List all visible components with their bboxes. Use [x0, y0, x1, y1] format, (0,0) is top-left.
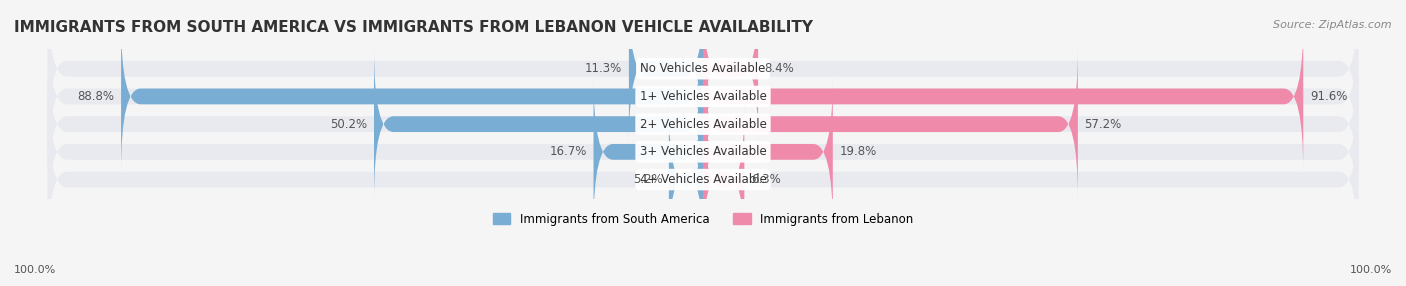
Text: No Vehicles Available: No Vehicles Available [640, 62, 766, 75]
FancyBboxPatch shape [703, 77, 832, 227]
FancyBboxPatch shape [703, 49, 1358, 199]
Text: 16.7%: 16.7% [550, 145, 588, 158]
Text: 50.2%: 50.2% [330, 118, 367, 131]
FancyBboxPatch shape [703, 0, 1358, 144]
Text: 3+ Vehicles Available: 3+ Vehicles Available [640, 145, 766, 158]
FancyBboxPatch shape [48, 21, 703, 172]
FancyBboxPatch shape [703, 21, 1303, 172]
Text: Source: ZipAtlas.com: Source: ZipAtlas.com [1274, 20, 1392, 30]
FancyBboxPatch shape [593, 77, 703, 227]
FancyBboxPatch shape [669, 104, 703, 255]
Text: 100.0%: 100.0% [14, 265, 56, 275]
FancyBboxPatch shape [703, 0, 758, 144]
FancyBboxPatch shape [48, 104, 703, 255]
FancyBboxPatch shape [48, 77, 703, 227]
FancyBboxPatch shape [121, 21, 703, 172]
FancyBboxPatch shape [703, 104, 744, 255]
Text: 8.4%: 8.4% [765, 62, 794, 75]
Text: 11.3%: 11.3% [585, 62, 623, 75]
Text: 2+ Vehicles Available: 2+ Vehicles Available [640, 118, 766, 131]
Text: 1+ Vehicles Available: 1+ Vehicles Available [640, 90, 766, 103]
Text: 88.8%: 88.8% [77, 90, 115, 103]
FancyBboxPatch shape [703, 77, 1358, 227]
Text: 91.6%: 91.6% [1310, 90, 1347, 103]
Text: 100.0%: 100.0% [1350, 265, 1392, 275]
FancyBboxPatch shape [374, 49, 703, 199]
Text: 6.3%: 6.3% [751, 173, 780, 186]
Legend: Immigrants from South America, Immigrants from Lebanon: Immigrants from South America, Immigrant… [488, 208, 918, 231]
Text: IMMIGRANTS FROM SOUTH AMERICA VS IMMIGRANTS FROM LEBANON VEHICLE AVAILABILITY: IMMIGRANTS FROM SOUTH AMERICA VS IMMIGRA… [14, 20, 813, 35]
Text: 57.2%: 57.2% [1084, 118, 1122, 131]
FancyBboxPatch shape [703, 21, 1358, 172]
FancyBboxPatch shape [628, 0, 703, 144]
FancyBboxPatch shape [48, 0, 703, 144]
Text: 5.2%: 5.2% [633, 173, 662, 186]
Text: 4+ Vehicles Available: 4+ Vehicles Available [640, 173, 766, 186]
FancyBboxPatch shape [703, 49, 1078, 199]
FancyBboxPatch shape [703, 104, 1358, 255]
Text: 19.8%: 19.8% [839, 145, 876, 158]
FancyBboxPatch shape [48, 49, 703, 199]
